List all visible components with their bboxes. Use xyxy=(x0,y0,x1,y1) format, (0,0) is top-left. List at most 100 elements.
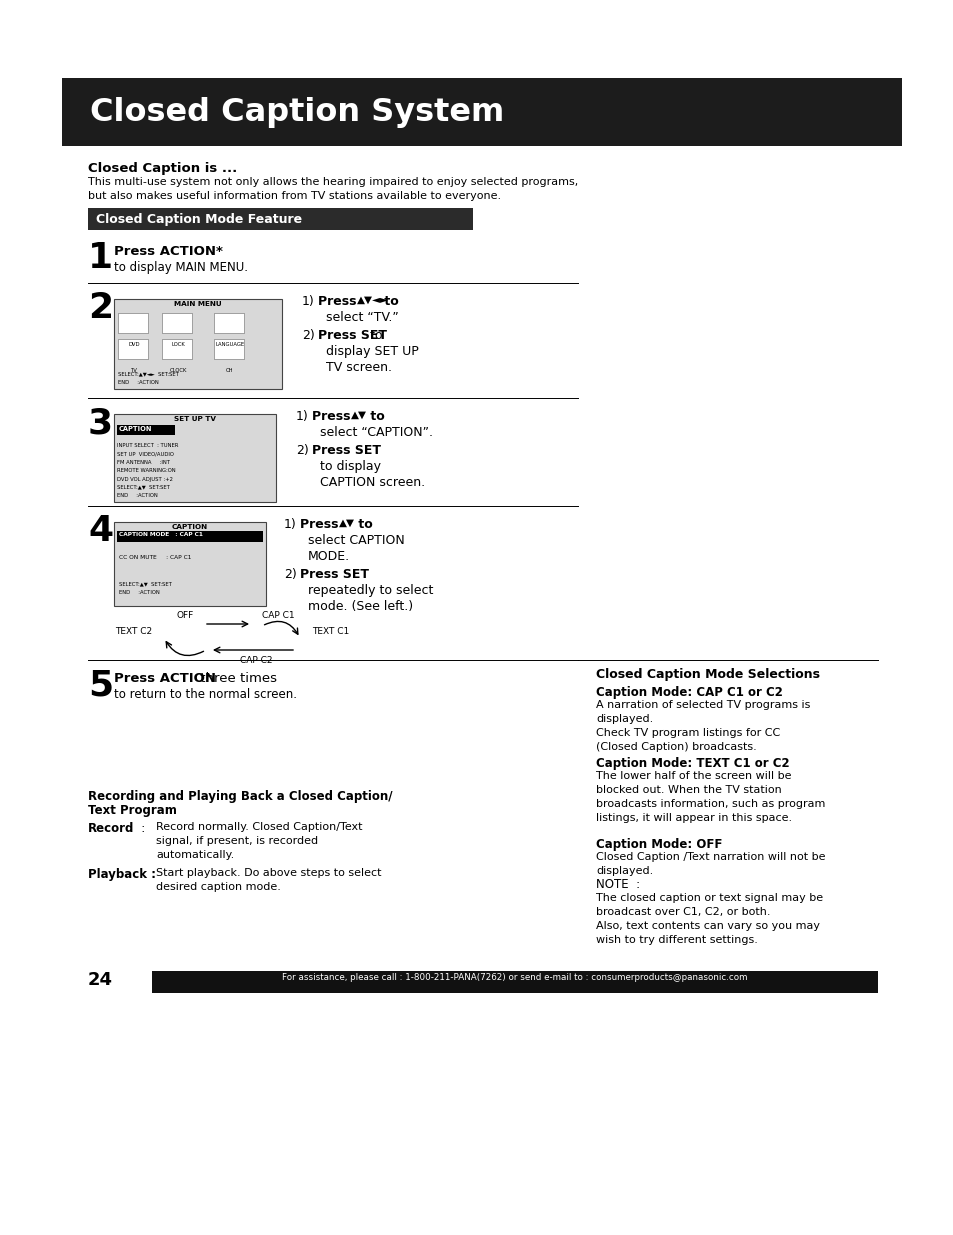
Text: Closed Caption Mode Selections: Closed Caption Mode Selections xyxy=(596,668,820,680)
Bar xyxy=(118,338,148,359)
Bar xyxy=(113,414,275,501)
Text: mode. (See left.): mode. (See left.) xyxy=(308,600,413,613)
Text: LANGUAGE: LANGUAGE xyxy=(215,342,244,347)
Text: 1): 1) xyxy=(302,295,314,308)
Text: Press ACTION: Press ACTION xyxy=(113,672,215,685)
Text: to: to xyxy=(354,517,373,531)
Text: END     :ACTION: END :ACTION xyxy=(117,493,157,498)
Text: 2): 2) xyxy=(302,329,314,342)
Text: For assistance, please call : 1-800-211-PANA(7262) or send e-mail to : consumerp: For assistance, please call : 1-800-211-… xyxy=(282,973,747,982)
Bar xyxy=(162,312,192,333)
Text: 1: 1 xyxy=(88,241,113,275)
Text: 1): 1) xyxy=(295,410,309,424)
Text: CAP C2: CAP C2 xyxy=(239,656,272,664)
Text: This multi-use system not only allows the hearing impaired to enjoy selected pro: This multi-use system not only allows th… xyxy=(88,177,578,186)
Text: Press: Press xyxy=(299,517,342,531)
Bar xyxy=(213,338,244,359)
Bar xyxy=(62,78,901,146)
Text: select “TV.”: select “TV.” xyxy=(326,311,398,324)
Text: Start playback. Do above steps to select: Start playback. Do above steps to select xyxy=(156,868,381,878)
Bar xyxy=(113,299,282,389)
Bar xyxy=(117,425,174,435)
Text: Closed Caption System: Closed Caption System xyxy=(90,96,504,127)
Text: TV: TV xyxy=(131,368,137,373)
Text: Press: Press xyxy=(317,295,360,308)
Text: SET UP  VIDEO/AUDIO: SET UP VIDEO/AUDIO xyxy=(117,452,173,457)
Text: SET UP TV: SET UP TV xyxy=(173,416,215,422)
Text: but also makes useful information from TV stations available to everyone.: but also makes useful information from T… xyxy=(88,191,500,201)
Text: 1): 1) xyxy=(284,517,296,531)
Text: Press: Press xyxy=(312,410,355,424)
Text: A narration of selected TV programs is
displayed.
Check TV program listings for : A narration of selected TV programs is d… xyxy=(596,700,809,752)
Bar xyxy=(88,207,473,230)
Text: SELECT:▲▼  SET:SET: SELECT:▲▼ SET:SET xyxy=(117,484,170,489)
Text: 5: 5 xyxy=(88,668,113,701)
Text: DVD: DVD xyxy=(128,342,139,347)
Text: display SET UP: display SET UP xyxy=(326,345,418,358)
Text: Caption Mode: CAP C1 or C2: Caption Mode: CAP C1 or C2 xyxy=(596,685,782,699)
Text: TV screen.: TV screen. xyxy=(326,361,392,374)
Text: desired caption mode.: desired caption mode. xyxy=(156,882,280,892)
Text: 2: 2 xyxy=(88,291,113,325)
Text: ▲▼: ▲▼ xyxy=(338,517,355,529)
Bar xyxy=(117,531,263,542)
Bar xyxy=(113,522,266,606)
Text: ▲▼◄►: ▲▼◄► xyxy=(356,295,389,305)
Text: 3: 3 xyxy=(88,406,113,440)
Bar xyxy=(118,312,148,333)
Text: END     :ACTION: END :ACTION xyxy=(119,590,159,595)
Text: 4: 4 xyxy=(88,514,113,548)
Text: CAPTION: CAPTION xyxy=(172,524,208,530)
Text: CLOCK: CLOCK xyxy=(169,368,187,373)
Text: CC ON MUTE     : CAP C1: CC ON MUTE : CAP C1 xyxy=(119,555,192,559)
Text: Press SET: Press SET xyxy=(299,568,369,580)
Text: to display MAIN MENU.: to display MAIN MENU. xyxy=(113,261,248,274)
Text: select CAPTION: select CAPTION xyxy=(308,534,404,547)
Text: DVD VOL ADJUST :+2: DVD VOL ADJUST :+2 xyxy=(117,477,172,482)
Text: CAP C1: CAP C1 xyxy=(262,611,294,620)
Bar xyxy=(162,338,192,359)
Text: The closed caption or text signal may be
broadcast over C1, C2, or both.
Also, t: The closed caption or text signal may be… xyxy=(596,893,822,945)
Text: :: : xyxy=(130,823,145,835)
Text: Text Program: Text Program xyxy=(88,804,176,818)
Text: LOCK: LOCK xyxy=(171,342,185,347)
Text: SELECT:▲▼◄►  SET:SET: SELECT:▲▼◄► SET:SET xyxy=(118,370,179,375)
Text: Closed Caption is ...: Closed Caption is ... xyxy=(88,162,237,175)
Text: TEXT C1: TEXT C1 xyxy=(312,627,349,636)
Text: CH: CH xyxy=(226,368,233,373)
Text: Playback :: Playback : xyxy=(88,868,156,881)
Text: MAIN MENU: MAIN MENU xyxy=(174,301,222,308)
Text: NOTE  :: NOTE : xyxy=(596,878,639,890)
Text: Recording and Playing Back a Closed Caption/: Recording and Playing Back a Closed Capt… xyxy=(88,790,392,803)
Text: to return to the normal screen.: to return to the normal screen. xyxy=(113,688,296,701)
Text: automatically.: automatically. xyxy=(156,850,234,860)
Text: to: to xyxy=(366,410,384,424)
Text: CAPTION MODE   : CAP C1: CAPTION MODE : CAP C1 xyxy=(119,532,203,537)
Text: to: to xyxy=(379,295,398,308)
Text: CAPTION screen.: CAPTION screen. xyxy=(319,475,425,489)
Text: ▲▼: ▲▼ xyxy=(351,410,367,420)
Text: three times: three times xyxy=(195,672,276,685)
Text: OFF: OFF xyxy=(176,611,193,620)
Text: 2): 2) xyxy=(284,568,296,580)
Text: 2): 2) xyxy=(295,445,309,457)
Text: REMOTE WARNING:ON: REMOTE WARNING:ON xyxy=(117,468,175,473)
Text: Closed Caption /Text narration will not be
displayed.: Closed Caption /Text narration will not … xyxy=(596,852,824,876)
Text: to display: to display xyxy=(319,459,380,473)
Text: Press ACTION*: Press ACTION* xyxy=(113,245,223,258)
Text: signal, if present, is recorded: signal, if present, is recorded xyxy=(156,836,317,846)
Text: SELECT:▲▼  SET:SET: SELECT:▲▼ SET:SET xyxy=(119,580,172,585)
Text: FM ANTENNA     :INT: FM ANTENNA :INT xyxy=(117,459,170,466)
Text: TEXT C2: TEXT C2 xyxy=(114,627,152,636)
Text: repeatedly to select: repeatedly to select xyxy=(308,584,433,597)
Text: CAPTION: CAPTION xyxy=(119,426,152,432)
Text: Record normally. Closed Caption/Text: Record normally. Closed Caption/Text xyxy=(156,823,362,832)
Text: END     :ACTION: END :ACTION xyxy=(118,380,158,385)
Text: Record: Record xyxy=(88,823,134,835)
Bar xyxy=(213,312,244,333)
Bar xyxy=(152,971,877,993)
Text: The lower half of the screen will be
blocked out. When the TV station
broadcasts: The lower half of the screen will be blo… xyxy=(596,771,824,823)
Text: MODE.: MODE. xyxy=(308,550,350,563)
Text: Caption Mode: OFF: Caption Mode: OFF xyxy=(596,839,721,851)
Text: INPUT SELECT  : TUNER: INPUT SELECT : TUNER xyxy=(117,443,178,448)
